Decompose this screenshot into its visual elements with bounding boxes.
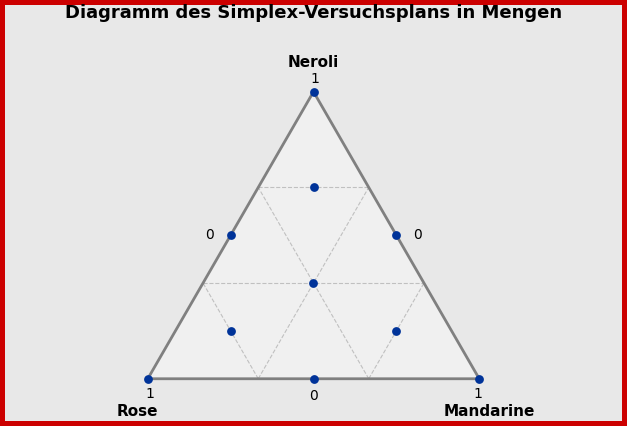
Polygon shape	[148, 92, 479, 379]
Point	[308, 184, 319, 191]
Text: 0: 0	[413, 228, 422, 242]
Text: 1: 1	[473, 387, 482, 401]
Point	[226, 232, 236, 239]
Point	[391, 328, 401, 334]
Text: Rose: Rose	[117, 403, 159, 419]
Point	[226, 328, 236, 334]
Text: 1: 1	[311, 72, 320, 86]
Text: 1: 1	[145, 387, 154, 401]
Point	[391, 232, 401, 239]
Text: Mandarine: Mandarine	[443, 403, 535, 419]
Point	[308, 279, 319, 286]
Title: Diagramm des Simplex-Versuchsplans in Mengen: Diagramm des Simplex-Versuchsplans in Me…	[65, 4, 562, 22]
Point	[308, 375, 319, 382]
Point	[143, 375, 153, 382]
Text: 0: 0	[309, 389, 318, 403]
Point	[474, 375, 484, 382]
Text: Neroli: Neroli	[288, 55, 339, 70]
Text: 0: 0	[205, 228, 214, 242]
Point	[308, 88, 319, 95]
